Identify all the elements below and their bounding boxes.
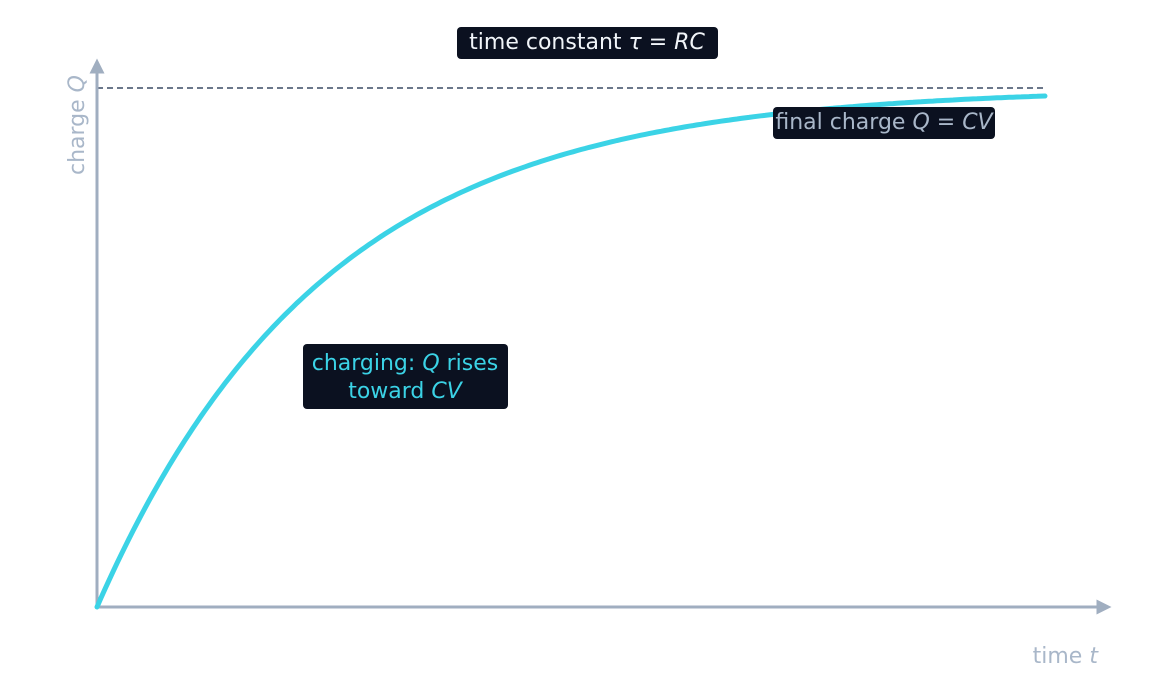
- charging-label-box: [303, 344, 508, 409]
- charge-curve: [94, 93, 1048, 610]
- y-axis-label: charge Q: [65, 75, 90, 175]
- final-label: final charge Q = CV: [775, 110, 994, 135]
- final-label-box: [773, 107, 995, 139]
- charging-label: toward CV: [348, 379, 464, 404]
- charging-label: charging: Q rises: [312, 351, 499, 376]
- title-box: [457, 27, 718, 59]
- title: time constant τ = RC: [469, 30, 705, 55]
- x-axis-label: time t: [1033, 644, 1100, 669]
